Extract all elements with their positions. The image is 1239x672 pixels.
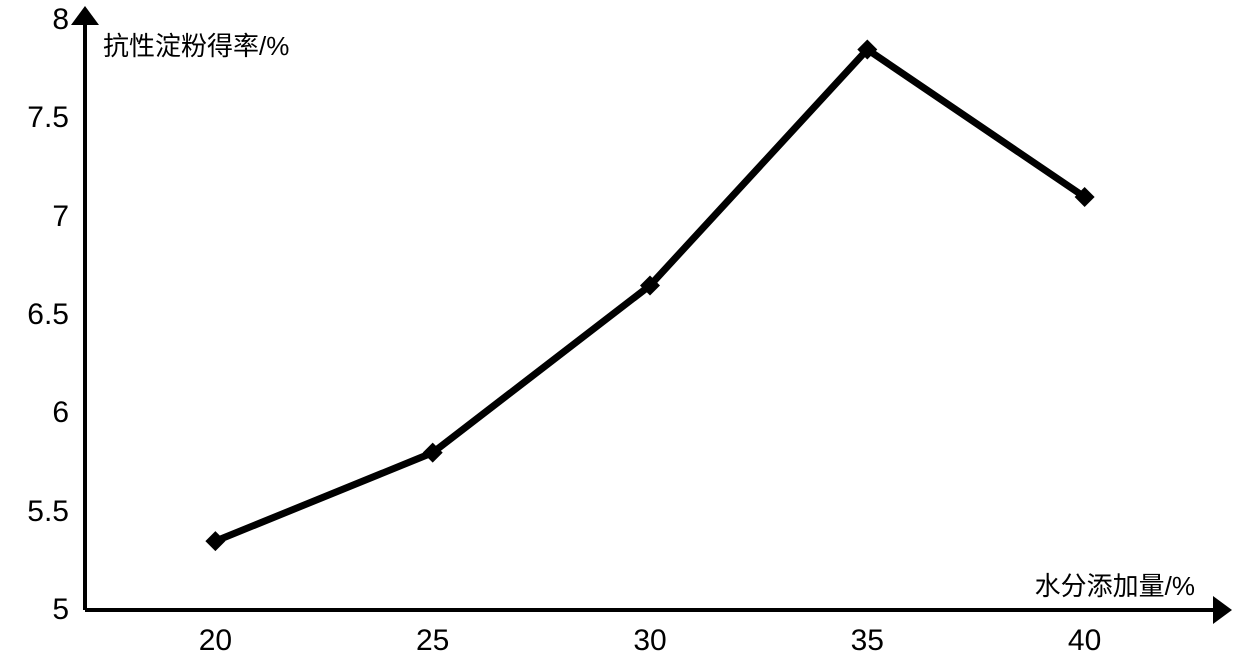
data-series [0,0,1239,672]
line-chart: 抗性淀粉得率/% 水分添加量/% 2025303540 55.566.577.5… [0,0,1239,672]
data-point-marker [205,531,225,551]
